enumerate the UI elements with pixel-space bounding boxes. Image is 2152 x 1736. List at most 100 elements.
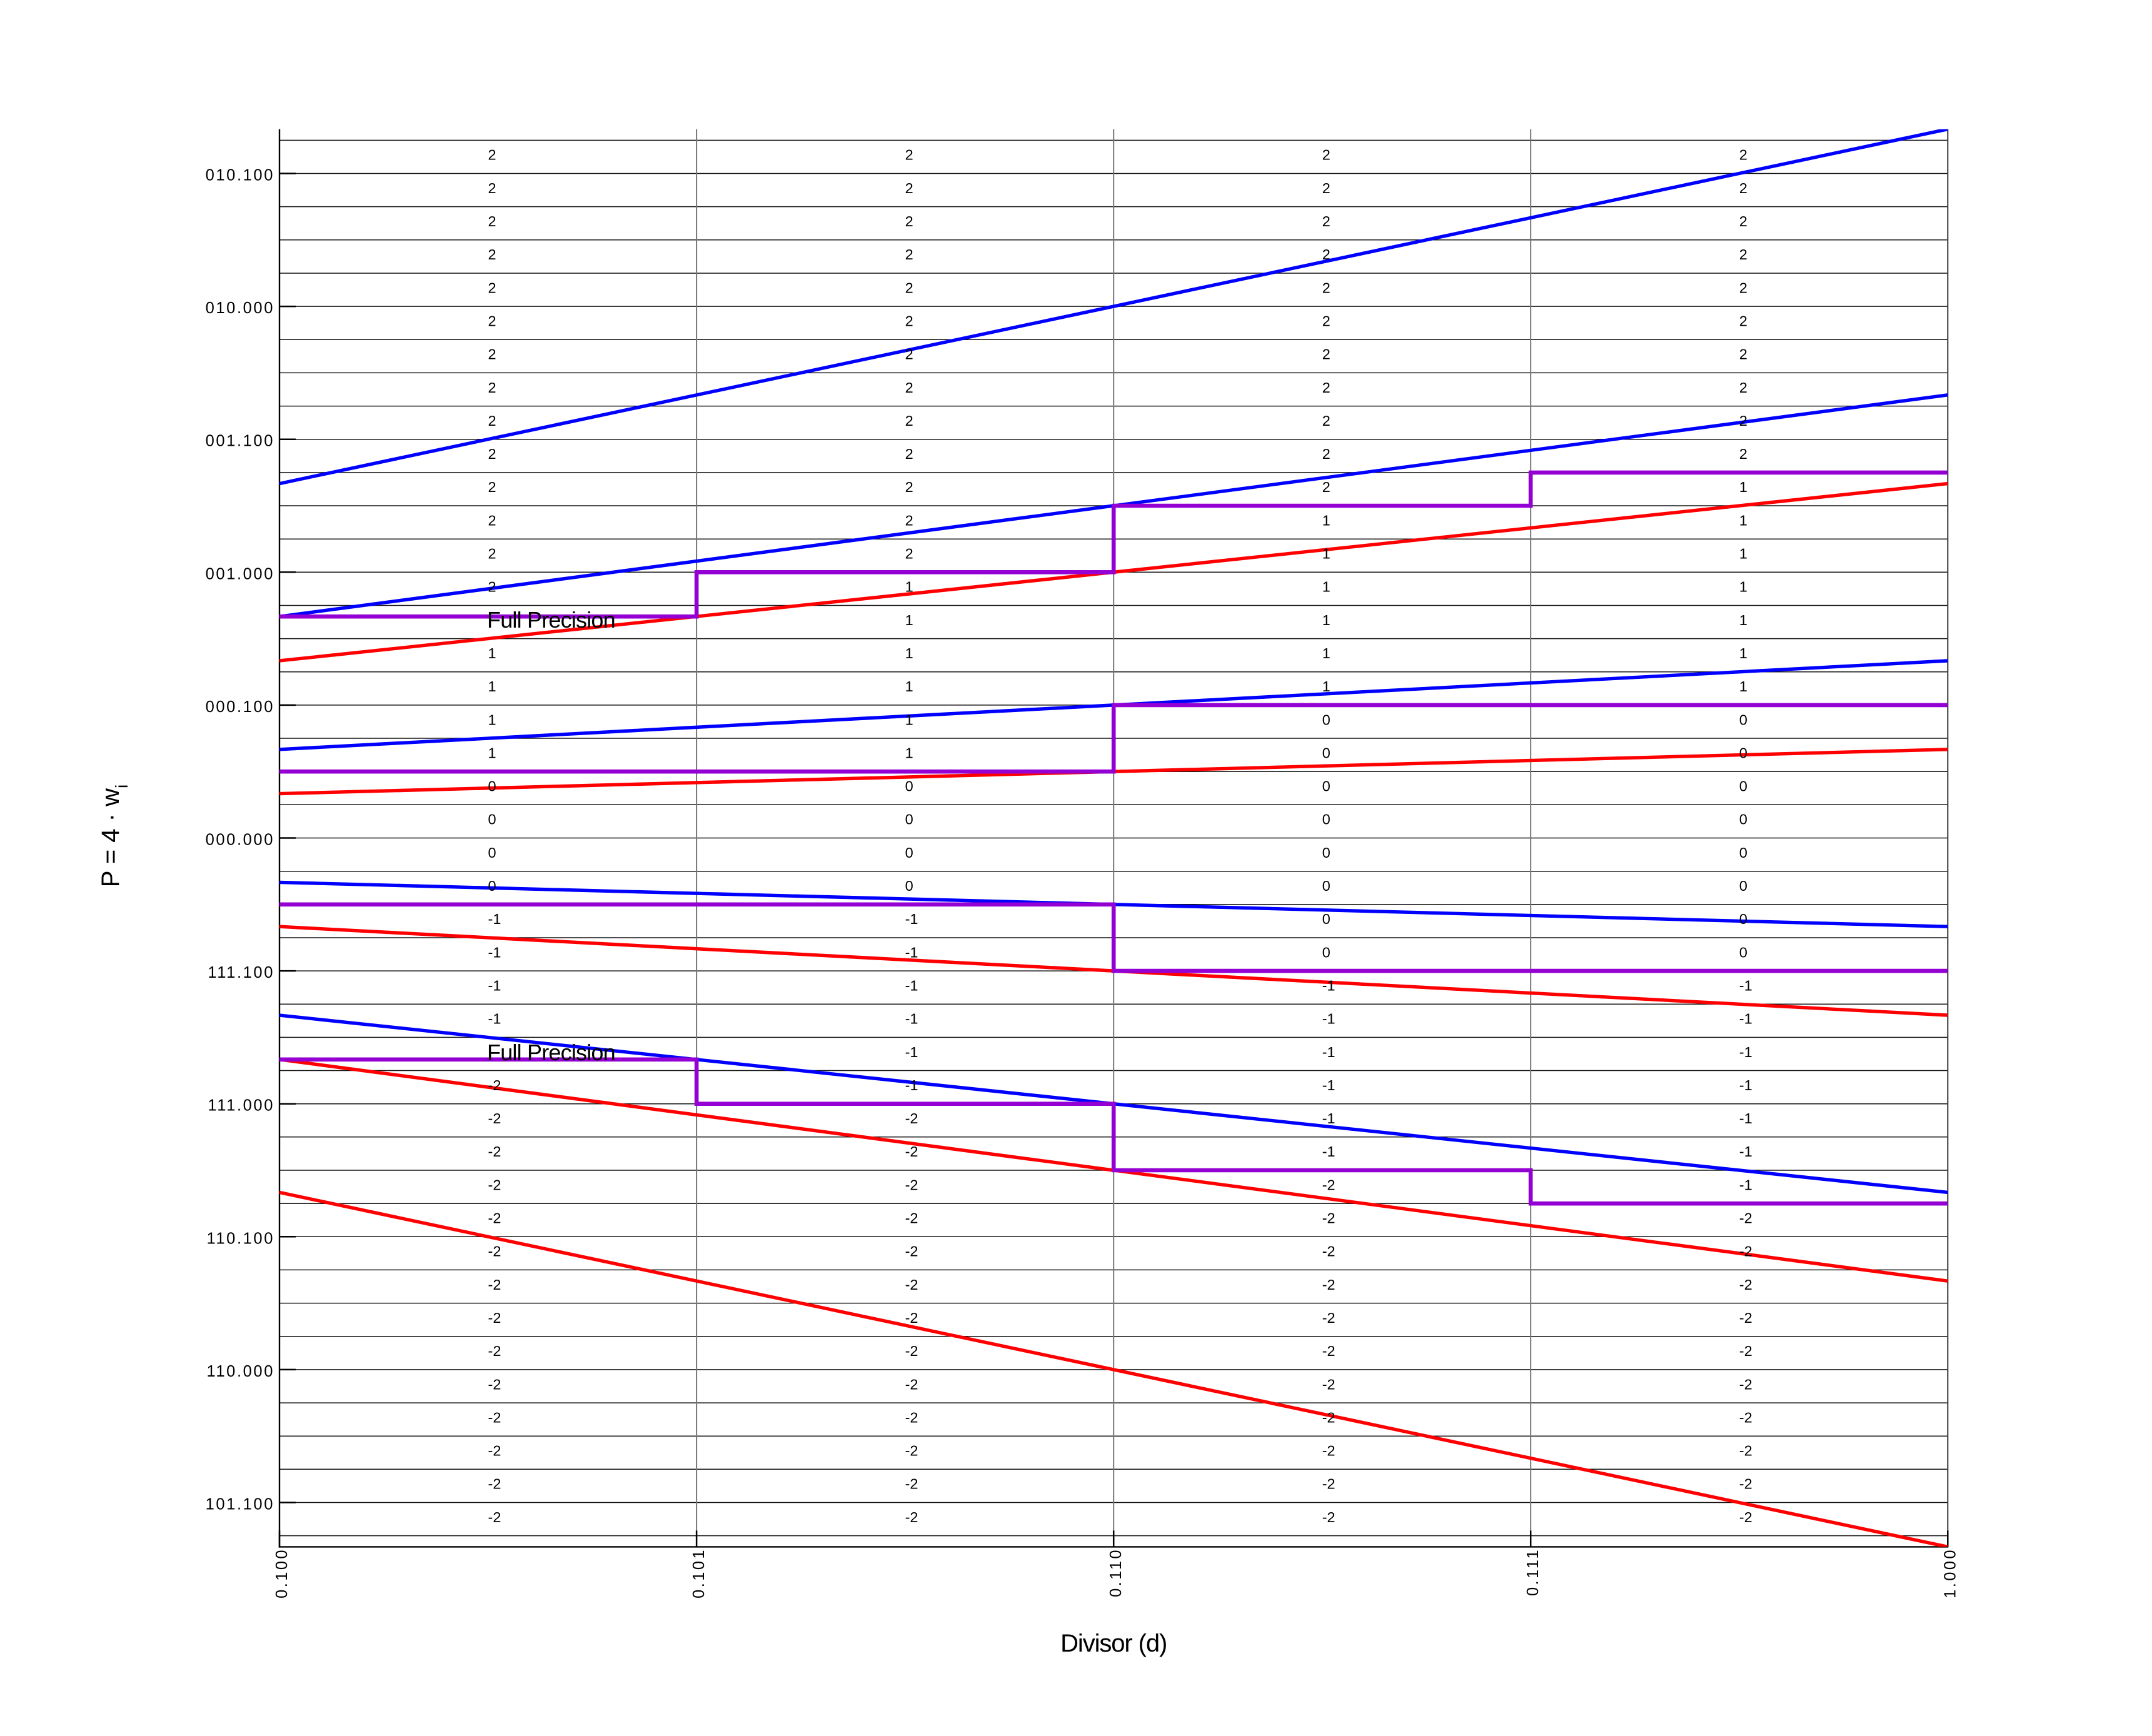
svg-text:2: 2 — [488, 180, 496, 196]
svg-text:2: 2 — [1739, 446, 1747, 462]
svg-text:-1: -1 — [1739, 1110, 1752, 1126]
svg-text:-2: -2 — [1322, 1443, 1335, 1459]
svg-text:-2: -2 — [488, 1343, 501, 1359]
svg-text:0: 0 — [488, 878, 496, 894]
svg-text:2: 2 — [488, 413, 496, 429]
svg-text:0: 0 — [1739, 845, 1747, 861]
svg-text:2: 2 — [905, 180, 913, 196]
svg-text:0: 0 — [1322, 778, 1330, 795]
svg-text:-2: -2 — [1322, 1177, 1335, 1193]
svg-text:-2: -2 — [1739, 1243, 1752, 1260]
svg-text:1: 1 — [905, 612, 913, 628]
svg-text:010.100: 010.100 — [206, 167, 274, 184]
svg-text:-2: -2 — [488, 1077, 501, 1093]
svg-text:-2: -2 — [905, 1177, 918, 1193]
svg-text:-1: -1 — [905, 1011, 918, 1027]
svg-text:0: 0 — [488, 845, 496, 861]
svg-text:0.100: 0.100 — [273, 1548, 291, 1598]
svg-text:2: 2 — [905, 546, 913, 562]
svg-text:1: 1 — [905, 711, 913, 728]
svg-text:-2: -2 — [905, 1143, 918, 1160]
svg-text:-2: -2 — [905, 1110, 918, 1126]
svg-text:-2: -2 — [1322, 1509, 1335, 1525]
svg-text:-2: -2 — [905, 1277, 918, 1293]
svg-text:0: 0 — [1322, 745, 1330, 761]
svg-text:-2: -2 — [488, 1376, 501, 1392]
svg-text:1: 1 — [488, 711, 496, 728]
svg-text:0: 0 — [1322, 711, 1330, 728]
svg-text:-2: -2 — [1322, 1343, 1335, 1359]
svg-text:2: 2 — [1322, 246, 1330, 263]
svg-text:1: 1 — [1322, 678, 1330, 695]
svg-text:2: 2 — [488, 213, 496, 229]
svg-text:Full Precision: Full Precision — [487, 607, 615, 633]
svg-text:0: 0 — [1739, 778, 1747, 795]
svg-text:1: 1 — [1739, 546, 1747, 562]
svg-text:-2: -2 — [905, 1409, 918, 1425]
svg-text:000.000: 000.000 — [206, 831, 274, 849]
svg-text:2: 2 — [1739, 346, 1747, 363]
svg-text:0: 0 — [1739, 944, 1747, 960]
svg-text:-2: -2 — [905, 1376, 918, 1392]
svg-text:-2: -2 — [1739, 1476, 1752, 1492]
svg-text:2: 2 — [905, 512, 913, 528]
svg-text:-2: -2 — [488, 1110, 501, 1126]
svg-text:1: 1 — [1739, 479, 1747, 495]
svg-text:-2: -2 — [1739, 1376, 1752, 1392]
svg-text:2: 2 — [488, 346, 496, 363]
svg-text:-1: -1 — [905, 1044, 918, 1060]
svg-text:-1: -1 — [905, 944, 918, 960]
svg-text:-2: -2 — [1739, 1509, 1752, 1525]
svg-text:2: 2 — [488, 313, 496, 329]
svg-text:-2: -2 — [488, 1310, 501, 1326]
svg-text:0: 0 — [1739, 811, 1747, 828]
svg-text:1: 1 — [1739, 612, 1747, 628]
svg-text:2: 2 — [1322, 313, 1330, 329]
svg-text:-1: -1 — [1322, 1110, 1335, 1126]
svg-text:-2: -2 — [905, 1343, 918, 1359]
svg-text:2: 2 — [1322, 413, 1330, 429]
svg-text:2: 2 — [488, 546, 496, 562]
svg-text:0: 0 — [1739, 745, 1747, 761]
svg-text:2: 2 — [488, 147, 496, 163]
svg-text:101.100: 101.100 — [206, 1496, 274, 1513]
svg-text:111.000: 111.000 — [208, 1097, 274, 1115]
svg-text:-1: -1 — [488, 1011, 501, 1027]
svg-text:-1: -1 — [1739, 1077, 1752, 1093]
svg-text:0: 0 — [1322, 845, 1330, 861]
svg-text:-2: -2 — [1739, 1277, 1752, 1293]
svg-text:-2: -2 — [1322, 1376, 1335, 1392]
svg-text:2: 2 — [1322, 346, 1330, 363]
svg-text:1: 1 — [1739, 579, 1747, 595]
svg-text:2: 2 — [905, 279, 913, 296]
svg-text:001.100: 001.100 — [206, 433, 274, 450]
svg-text:-2: -2 — [1322, 1277, 1335, 1293]
svg-text:-1: -1 — [905, 911, 918, 927]
svg-text:2: 2 — [905, 313, 913, 329]
svg-text:2: 2 — [1322, 479, 1330, 495]
svg-text:0: 0 — [488, 811, 496, 828]
svg-text:0: 0 — [905, 878, 913, 894]
svg-text:-2: -2 — [1322, 1409, 1335, 1425]
svg-text:2: 2 — [1322, 180, 1330, 196]
svg-text:2: 2 — [905, 446, 913, 462]
svg-text:2: 2 — [1322, 279, 1330, 296]
svg-text:0: 0 — [1322, 944, 1330, 960]
svg-text:-2: -2 — [488, 1243, 501, 1260]
svg-text:-2: -2 — [905, 1210, 918, 1227]
svg-text:-2: -2 — [905, 1476, 918, 1492]
svg-text:2: 2 — [905, 147, 913, 163]
svg-text:0.111: 0.111 — [1524, 1548, 1542, 1596]
svg-text:-2: -2 — [1739, 1443, 1752, 1459]
svg-text:-2: -2 — [488, 1476, 501, 1492]
svg-text:1: 1 — [905, 745, 913, 761]
svg-text:0: 0 — [1322, 911, 1330, 927]
svg-text:1: 1 — [1322, 645, 1330, 661]
svg-text:-2: -2 — [1322, 1210, 1335, 1227]
svg-text:-2: -2 — [1322, 1243, 1335, 1260]
svg-text:-1: -1 — [1322, 1011, 1335, 1027]
svg-text:-2: -2 — [488, 1143, 501, 1160]
svg-text:-2: -2 — [905, 1243, 918, 1260]
svg-text:-1: -1 — [1739, 978, 1752, 994]
svg-text:-2: -2 — [488, 1509, 501, 1525]
